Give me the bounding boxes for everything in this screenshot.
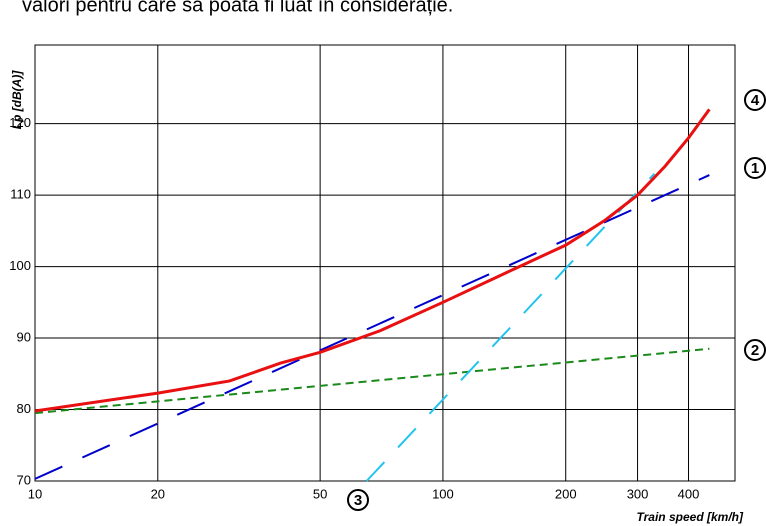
- series-line: [34, 174, 710, 480]
- x-tick-label: 50: [313, 486, 327, 501]
- x-axis-label: Train speed [km/h]: [637, 510, 744, 524]
- plot-frame: [34, 44, 736, 482]
- chart-title: valori pentru care să poată fi luat în c…: [22, 0, 453, 16]
- legend-label: 3: [354, 492, 362, 509]
- y-tick-label: 90: [17, 329, 31, 344]
- legend-circle: [744, 89, 766, 111]
- legend-label: 4: [751, 92, 760, 109]
- y-tick-label: 80: [17, 401, 31, 416]
- legend-circle: [347, 489, 369, 511]
- x-tick-label: 200: [555, 486, 577, 501]
- legend-label: 1: [751, 160, 759, 177]
- legend-circle: [744, 339, 766, 361]
- series-line: [34, 108, 711, 413]
- y-tick-label: 70: [17, 472, 31, 487]
- x-tick-label: 400: [678, 486, 700, 501]
- series-line: [34, 347, 710, 415]
- legend-circle: [744, 157, 766, 179]
- y-axis-label: Lp [dB(A)]: [10, 70, 24, 130]
- x-tick-label: 10: [28, 486, 42, 501]
- y-tick-label: 110: [10, 187, 31, 202]
- series-line: [365, 172, 656, 482]
- x-tick-label: 100: [432, 486, 454, 501]
- y-tick-label: 120: [9, 115, 31, 130]
- x-tick-label: 300: [627, 486, 649, 501]
- legend-label: 2: [751, 342, 759, 359]
- y-tick-label: 100: [9, 258, 31, 273]
- x-tick-label: 20: [151, 486, 165, 501]
